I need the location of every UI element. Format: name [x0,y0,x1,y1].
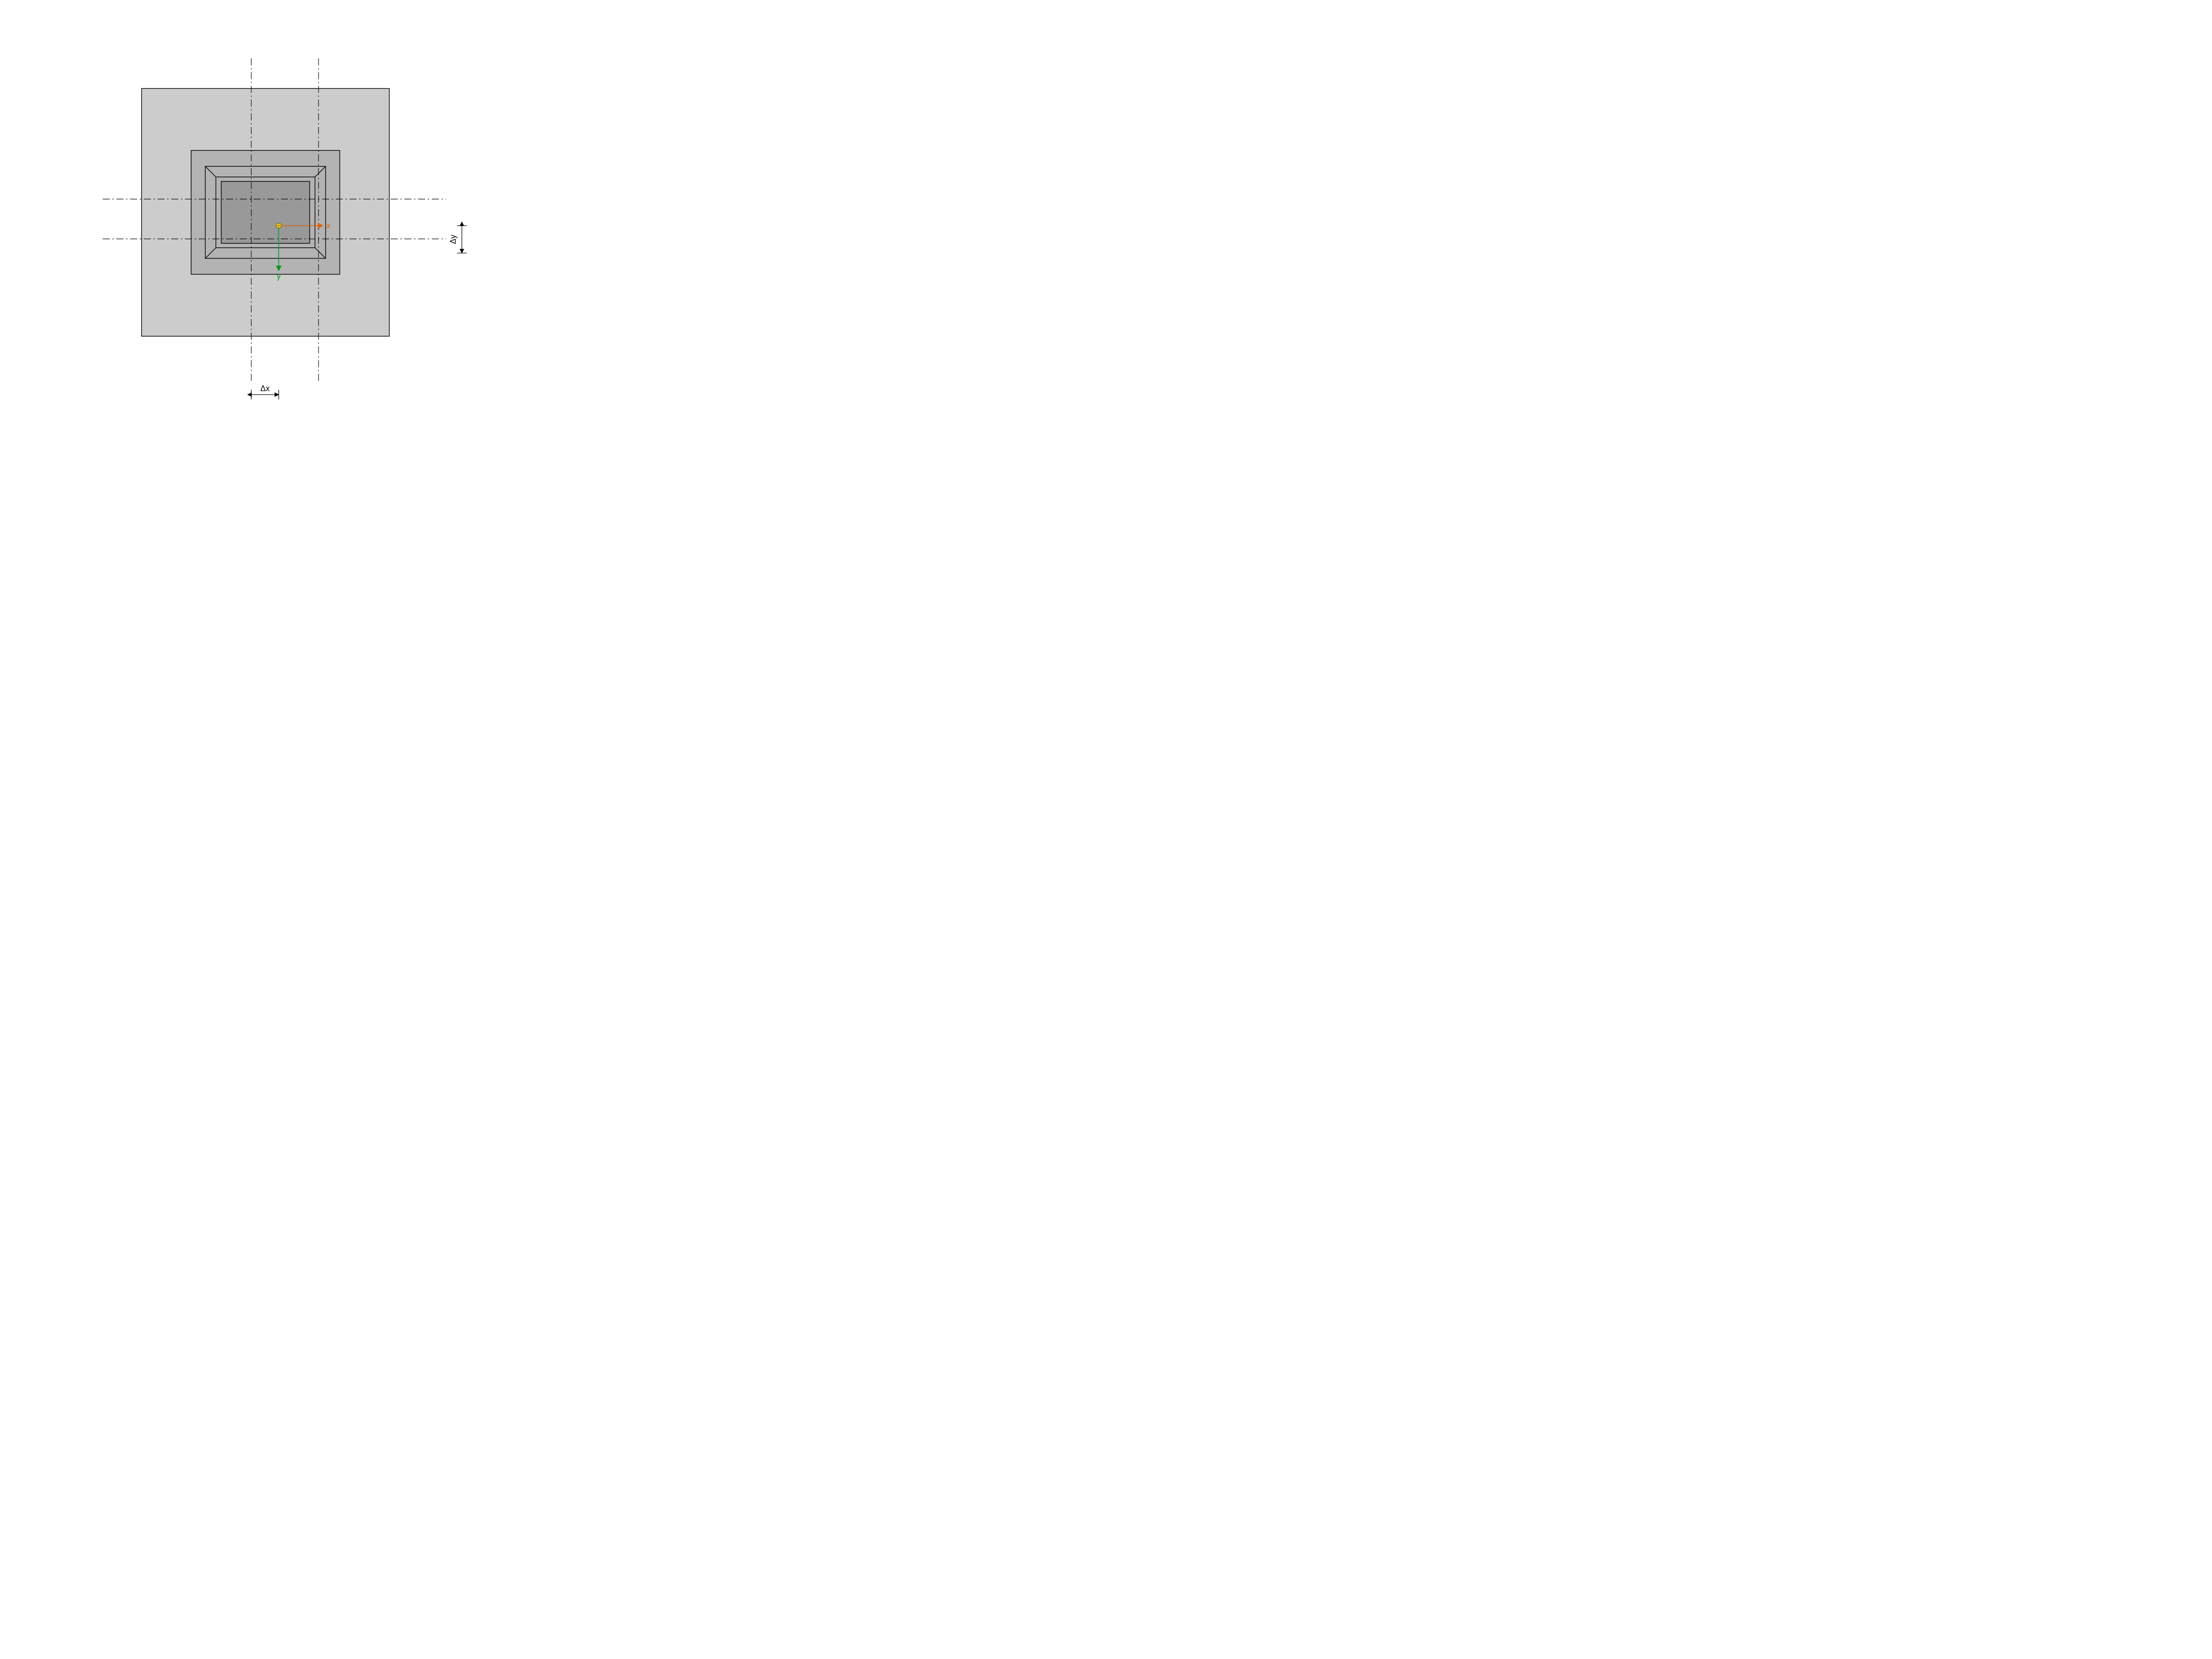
delta-x-label: Δx [260,384,269,393]
origin-marker-dot [278,225,280,227]
engineering-diagram: x y Δx Δy [0,0,566,425]
inner-slab [221,181,310,243]
dimension-delta-x: Δx [251,384,279,399]
dimension-delta-y: Δy [449,226,467,253]
delta-y-label: Δy [449,234,457,244]
y-axis-label: y [277,272,281,280]
x-axis-label: x [326,221,330,230]
